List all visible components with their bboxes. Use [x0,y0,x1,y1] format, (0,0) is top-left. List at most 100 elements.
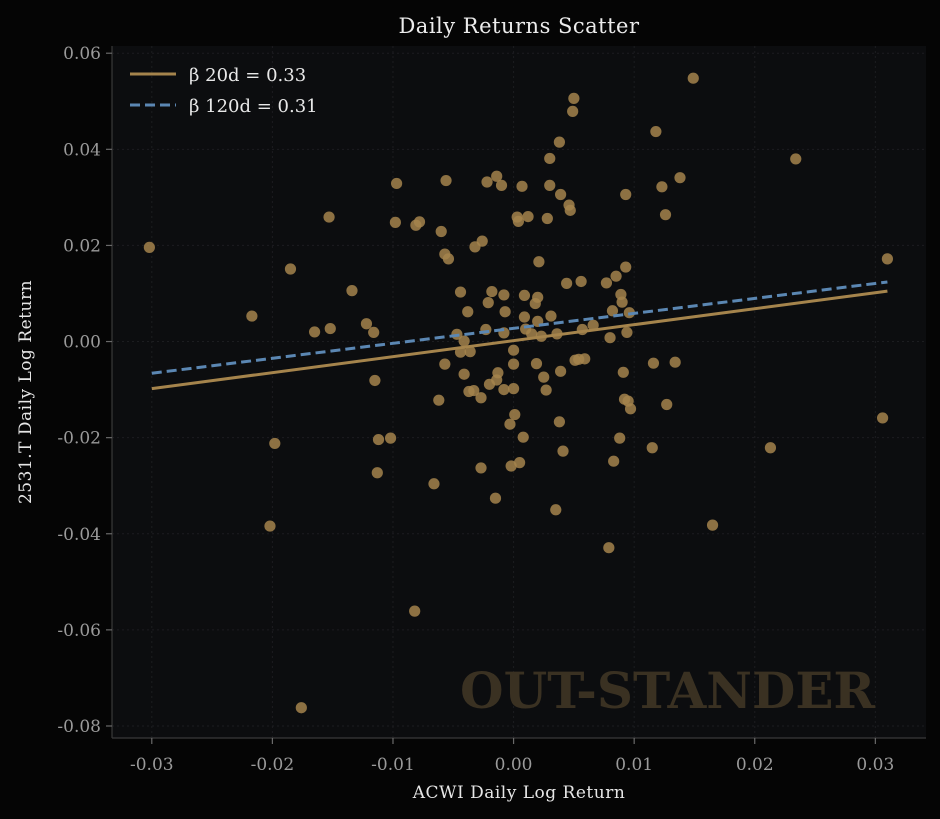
y-tick-label: 0.06 [63,44,101,64]
scatter-point [324,322,336,335]
legend: β 20d = 0.33 β 120d = 0.31 [130,65,318,117]
scatter-point [564,204,576,216]
scatter-point [514,457,526,469]
scatter-point [462,306,474,318]
scatter-point [659,209,672,221]
scatter-point [553,416,565,428]
scatter-point [481,176,493,188]
scatter-point [661,398,673,411]
scatter-point [614,432,626,444]
scatter-point [579,353,591,365]
scatter-point [790,153,802,165]
scatter-point [264,520,276,532]
scatter-point [561,277,573,289]
scatter-point [616,296,628,308]
scatter-point [489,492,502,504]
x-tick-label: -0.02 [251,755,295,775]
scatter-point [308,326,321,338]
scatter-point [435,225,447,238]
x-ticks: -0.03 -0.02 -0.01 0.00 0.01 0.02 0.03 [130,738,894,775]
regression-line-120d [151,280,888,375]
scatter-point [509,408,521,421]
scatter-point [516,180,528,192]
x-tick-label: 0.00 [495,755,533,775]
chart-title: Daily Returns Scatter [398,14,640,38]
scatter-point [498,383,510,396]
scatter-point [464,346,476,358]
scatter-point [517,431,529,443]
x-axis-label: ACWI Daily Log Return [412,783,626,803]
scatter-point [360,318,373,330]
x-tick-label: -0.01 [371,755,415,775]
scatter-point [518,311,531,323]
scatter-point [650,125,662,138]
scatter-point [545,310,557,322]
x-tick-label: 0.02 [736,755,774,775]
scatter-point [384,432,397,444]
scatter-point [876,412,889,424]
scatter-point [475,462,487,474]
scatter-point [389,216,401,228]
scatter-point [764,442,777,454]
scatter-point [518,289,531,302]
scatter-point [346,285,358,297]
axes [111,46,926,739]
scatter-point [507,383,520,395]
scatter-point [475,392,487,404]
scatter-point [674,172,686,184]
scatter-point [540,384,552,396]
scatter-point [458,368,470,380]
scatter-point [295,702,307,714]
scatter-point [495,179,508,191]
scatter-point [544,179,556,191]
scatter-point [610,270,622,282]
scatter-point [624,403,637,415]
scatter-point [476,235,488,247]
scatter-point [428,478,440,490]
scatter-point [482,297,494,309]
scatter-point [541,212,553,225]
scatter-point [647,357,660,369]
y-tick-label: -0.04 [57,525,101,545]
scatter-point [442,253,455,265]
scatter-point [621,326,633,339]
scatter-point [538,371,550,383]
y-tick-label: 0.00 [63,333,101,353]
scatter-point [372,433,385,446]
scatter-point [604,332,616,344]
scatter-point [669,356,681,368]
y-tick-label: -0.08 [57,717,101,737]
y-tick-label: 0.04 [63,140,101,160]
scatter-point [550,504,562,516]
scatter-point [491,170,503,182]
scatter-point [620,261,632,273]
scatter-point [587,319,599,331]
grid-lines [112,46,926,738]
scatter-point [567,105,579,117]
scatter-point [143,241,155,253]
legend-label-20d: β 20d = 0.33 [189,65,306,86]
y-tick-label: 0.02 [63,236,101,256]
scatter-point [409,605,421,617]
scatter-point [575,275,587,288]
data-points [143,72,894,714]
scatter-point [555,188,567,201]
scatter-point [544,152,556,165]
scatter-point [646,442,658,454]
scatter-point [440,174,452,187]
x-tick-label: 0.03 [856,755,894,775]
scatter-point [600,277,613,289]
scatter-point [656,181,668,193]
scatter-point [881,253,894,265]
scatter-point [504,418,516,430]
scatter-point [603,542,615,554]
scatter-point [620,188,632,201]
scatter-point [706,519,719,531]
scatter-point [530,358,543,370]
legend-label-120d: β 120d = 0.31 [189,96,318,117]
scatter-point [269,437,281,450]
watermark: OUT-STANDER [460,661,875,720]
scatter-point [454,286,467,298]
scatter-point [498,289,510,301]
scatter-point [505,460,517,472]
